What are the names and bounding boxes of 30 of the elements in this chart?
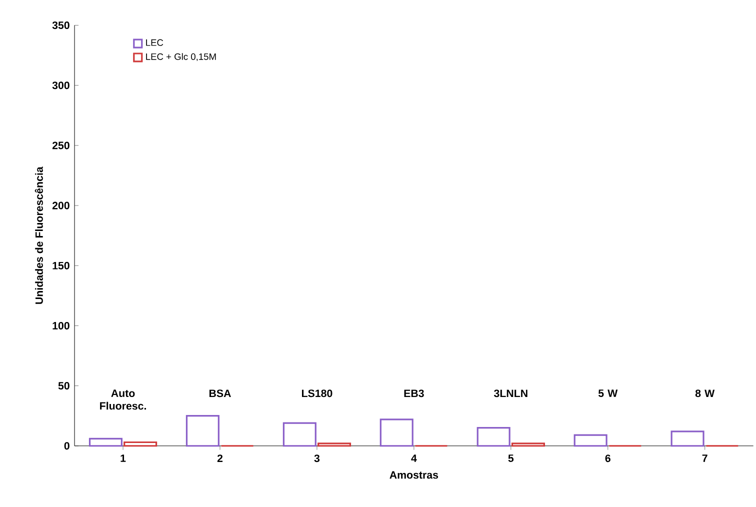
bar [670, 430, 704, 447]
y-axis-title: Unidades de Fluorescência [34, 166, 43, 304]
x-tick-label: 7 [702, 454, 708, 462]
annotation: 8 W [695, 390, 715, 398]
y-tick-label: 150 [52, 262, 70, 270]
x-tick-label: 2 [217, 454, 223, 462]
x-tick-label: 3 [314, 454, 320, 462]
y-tick-label: 200 [52, 202, 70, 210]
x-tick-label: 4 [411, 454, 417, 462]
annotation: BSA [209, 390, 231, 398]
bar [380, 418, 414, 447]
y-tick-label: 250 [52, 142, 70, 150]
x-axis-title: Amostras [390, 471, 438, 479]
y-tick-label: 0 [64, 442, 70, 450]
annotation: 5 W [598, 390, 618, 397]
x-tick-label: 1 [120, 454, 126, 462]
y-tick-label: 350 [52, 21, 70, 30]
bar [574, 434, 608, 447]
legend-label: LEC [146, 39, 164, 46]
x-tick-label: 5 [508, 454, 514, 462]
bar [186, 414, 220, 447]
legend-label: LEC + Glc 0,15M [146, 53, 216, 62]
y-tick-label: 100 [52, 322, 70, 330]
x-tick-label: 6 [605, 454, 610, 462]
annotation: EB3 [404, 390, 424, 398]
y-tick-label: 50 [58, 382, 70, 390]
annotation: Auto Fluoresc. [100, 390, 146, 410]
y-tick-label: 300 [52, 82, 70, 90]
annotation: LS180 [302, 390, 332, 398]
annotation: 3LNLN [494, 390, 528, 398]
